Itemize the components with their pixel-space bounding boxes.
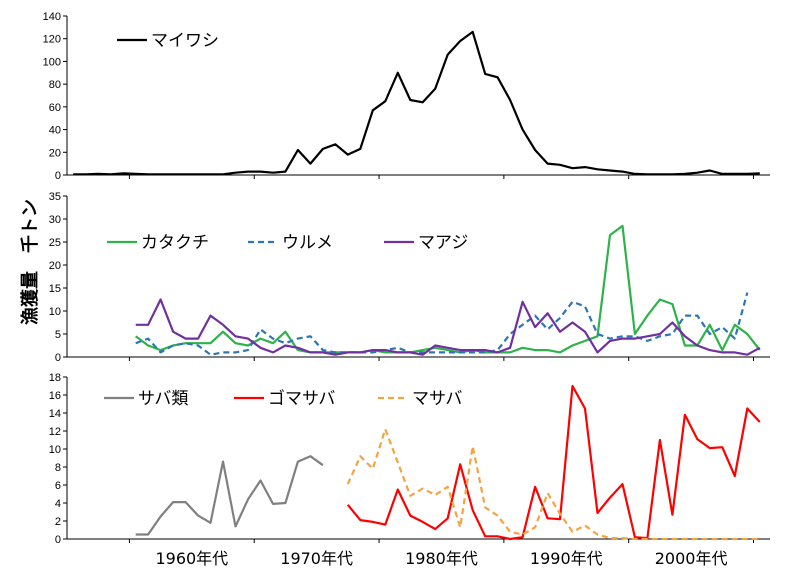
y-tick-label: 0 [55, 534, 61, 546]
y-tick-label: 100 [43, 56, 61, 68]
y-tick-label: 2 [55, 516, 61, 528]
y-tick-label: 35 [49, 191, 61, 203]
legend-label: マアジ [418, 233, 468, 253]
series-line [346, 428, 760, 541]
y-tick-label: 16 [49, 390, 61, 402]
y-tick-label: 8 [55, 462, 61, 474]
legend-label: ゴマサバ [268, 388, 335, 409]
y-tick-label: 4 [55, 498, 61, 510]
legend-entry: サバ類 [104, 389, 188, 409]
series-line [135, 455, 324, 536]
legend-label: サバ類 [138, 389, 188, 409]
y-tick-label: 20 [49, 260, 61, 272]
y-tick-label: 20 [49, 147, 61, 159]
panel-1: 0 20 40 60 80 100 120 140 [43, 11, 770, 182]
legend-entry: マアジ [384, 233, 468, 253]
y-tick-label: 15 [49, 283, 61, 295]
x-tick-label: 2000年代 [655, 549, 728, 568]
y-tick-label: 5 [55, 329, 61, 341]
y-tick-label: 6 [55, 480, 61, 492]
series-line [135, 298, 761, 356]
y-tick-label: 60 [49, 102, 61, 114]
y-tick-label: 10 [49, 444, 61, 456]
y-tick-label: 80 [49, 79, 61, 91]
panels: 0 20 40 60 80 100 120 140 0 5 10 15 20 25 30 35 0 2 4 6 8 10 1… [43, 11, 770, 546]
series-line [346, 384, 761, 541]
legend-entry: ウルメ [248, 233, 333, 253]
y-tick-label: 0 [55, 170, 61, 182]
y-tick-label: 120 [43, 34, 61, 46]
series-line [135, 224, 761, 354]
y-tick-label: 14 [49, 408, 61, 420]
legend-entry: マイワシ [117, 31, 219, 51]
y-tick-label: 30 [49, 214, 61, 226]
legend-label: カタクチ [141, 233, 209, 253]
legend-entry: ゴマサバ [234, 388, 335, 409]
y-tick-label: 25 [49, 237, 61, 249]
y-tick-label: 140 [43, 11, 61, 23]
series-line [135, 292, 749, 356]
y-axis-label: 漁獲量 千トン [19, 199, 41, 325]
y-tick-label: 18 [49, 372, 61, 384]
legend-label: ウルメ [282, 233, 333, 253]
y-tick-label: 12 [49, 426, 61, 438]
legend-label: マサバ [412, 389, 462, 409]
x-tick-label: 1990年代 [530, 549, 603, 568]
legend-entry: マサバ [378, 389, 462, 409]
x-tick-label: 1980年代 [405, 549, 478, 568]
y-tick-label: 0 [55, 352, 61, 364]
panel-3: 0 2 4 6 8 10 12 14 16 18 [49, 372, 770, 546]
panel-2: 0 5 10 15 20 25 30 35 [49, 191, 770, 364]
series-line [73, 30, 760, 176]
y-tick-label: 40 [49, 125, 61, 137]
legend-label: マイワシ [151, 31, 219, 51]
x-tick-label: 1970年代 [280, 549, 353, 568]
x-axis: 1960年代 1970年代 1980年代 1990年代 2000年代 [155, 549, 727, 568]
x-tick-label: 1960年代 [155, 549, 228, 568]
y-tick-label: 10 [49, 306, 61, 318]
legend-entry: カタクチ [107, 233, 209, 253]
